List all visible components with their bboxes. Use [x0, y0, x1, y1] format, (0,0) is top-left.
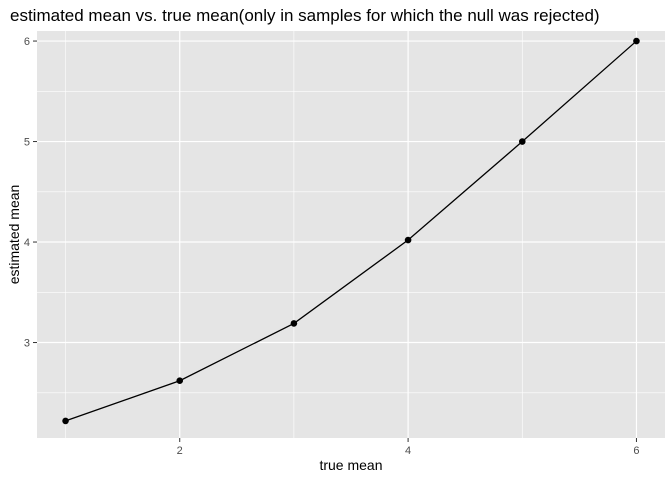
y-axis-ticks: 3 4 5 6 — [24, 36, 37, 350]
plot-panel — [37, 31, 665, 438]
chart-title: estimated mean vs. true mean(only in sam… — [10, 6, 600, 25]
x-tick-label: 4 — [405, 445, 411, 457]
data-point — [518, 138, 526, 145]
y-tick-label: 6 — [24, 36, 30, 48]
series-line — [65, 40, 637, 422]
x-tick-label: 6 — [633, 445, 639, 457]
y-tick-label: 5 — [24, 137, 30, 149]
data-point — [290, 320, 298, 327]
series-line-layer — [65, 40, 637, 422]
series-points-layer — [62, 37, 640, 425]
grid-minor — [37, 31, 665, 438]
y-tick-label: 3 — [24, 338, 30, 350]
x-axis-title: true mean — [319, 457, 382, 473]
data-point — [176, 377, 184, 385]
data-point — [62, 417, 69, 425]
y-axis-title: estimated mean — [6, 185, 22, 285]
data-point — [633, 37, 640, 45]
y-tick-label: 4 — [24, 237, 30, 249]
data-point — [404, 236, 412, 244]
x-tick-label: 2 — [177, 445, 183, 457]
x-axis-ticks: 2 4 6 — [177, 438, 640, 457]
grid-major — [37, 31, 665, 438]
